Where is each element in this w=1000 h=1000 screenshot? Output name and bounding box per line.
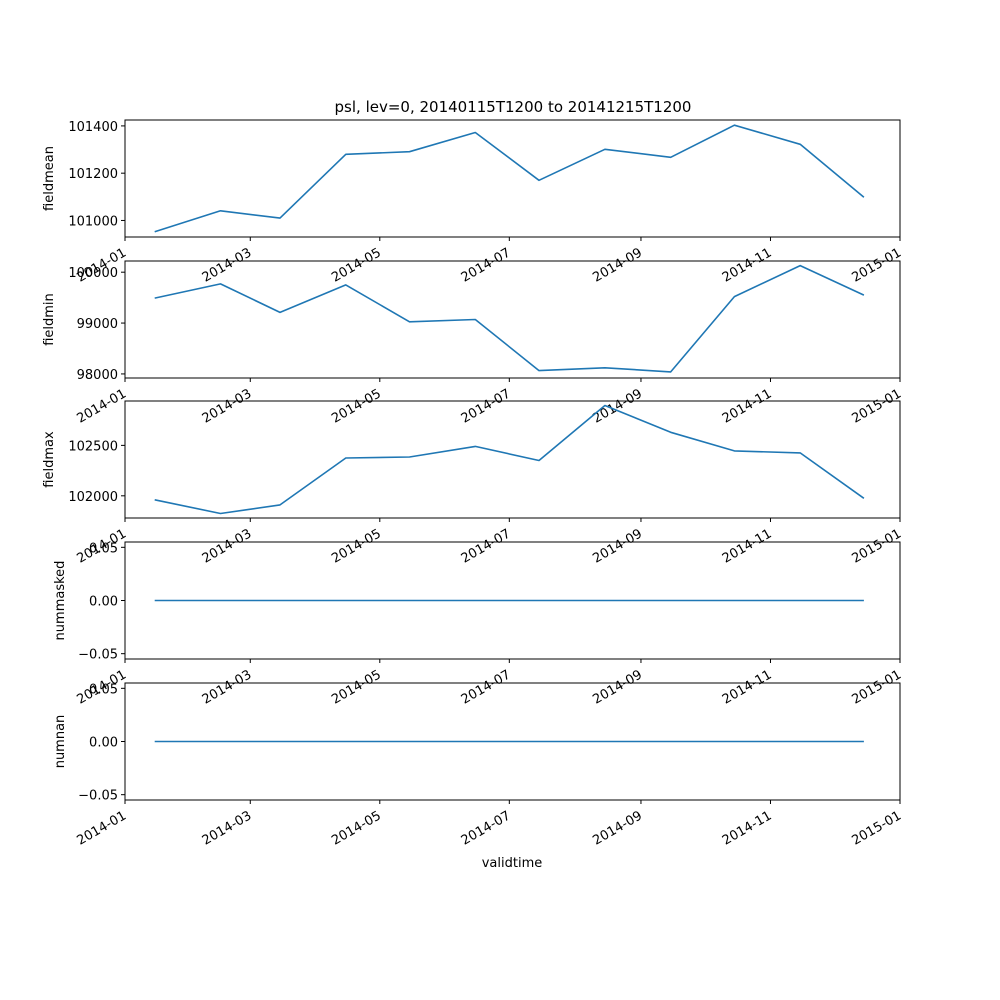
y-tick-label: −0.05: [78, 648, 118, 663]
y-axis-label: fieldmean: [42, 146, 57, 211]
y-axis-label: fieldmin: [42, 293, 57, 346]
y-tick-label: −0.05: [78, 789, 118, 804]
y-tick-label: 98000: [77, 368, 118, 383]
y-tick-label: 0.00: [89, 595, 118, 610]
axes-frame: [124, 119, 901, 238]
y-tick-label: 100000: [68, 266, 118, 281]
y-axis-label: numnan: [53, 715, 68, 769]
y-tick-label: 0.05: [89, 682, 118, 697]
y-tick-label: 101400: [68, 120, 118, 135]
series-line-fieldmax: [154, 404, 865, 515]
y-tick-label: 102500: [68, 439, 118, 454]
y-tick-label: 101200: [68, 167, 118, 182]
y-tick-label: 99000: [77, 317, 118, 332]
y-axis-label: nummasked: [53, 561, 68, 641]
series-line-fieldmin: [154, 264, 865, 373]
y-tick-label: 0.05: [89, 541, 118, 556]
y-tick-label: 0.00: [89, 736, 118, 751]
series-line-fieldmean: [154, 124, 865, 233]
y-axis-label: fieldmax: [42, 431, 57, 488]
chart-title: psl, lev=0, 20140115T1200 to 20141215T12…: [335, 98, 692, 116]
y-tick-label: 101000: [68, 214, 118, 229]
axes-frame: [124, 400, 901, 519]
axes-frame: [124, 260, 901, 379]
axes-frame: [124, 541, 901, 660]
x-axis-label: validtime: [482, 856, 543, 871]
axes-frame: [124, 682, 901, 801]
y-tick-label: 102000: [68, 490, 118, 505]
